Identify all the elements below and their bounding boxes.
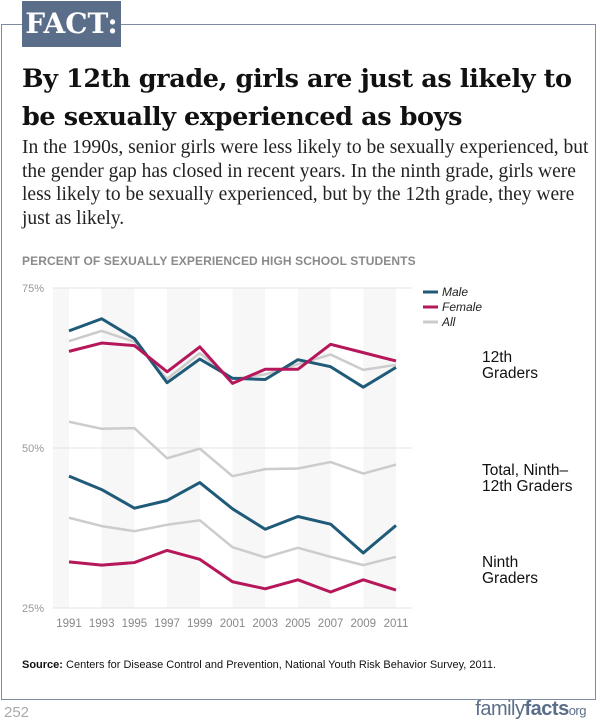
fact-card xyxy=(1,24,596,700)
group-label: Graders xyxy=(482,570,538,587)
headline: By 12th grade, girls are just as likely … xyxy=(22,64,572,132)
group-label: 12th Graders xyxy=(482,478,573,495)
series-line-all xyxy=(68,516,397,567)
x-tick-label: 2005 xyxy=(285,618,311,630)
x-tick-label: 2001 xyxy=(220,618,246,630)
group-label: Total, Ninth– xyxy=(482,462,569,479)
x-tick-label: 2007 xyxy=(318,618,344,630)
legend-label: Male xyxy=(442,285,468,299)
logo-part: org xyxy=(568,703,587,718)
series-line-female xyxy=(68,548,397,594)
legend-label: All xyxy=(441,315,456,329)
x-tick-label: 1993 xyxy=(89,618,115,630)
x-tick-label: 2009 xyxy=(351,618,377,630)
x-tick-label: 2011 xyxy=(384,618,409,630)
series-line-all xyxy=(68,420,397,478)
subtitle: In the 1990s, senior girls were less lik… xyxy=(22,137,589,229)
y-tick-label: 75% xyxy=(22,283,44,295)
familyfacts-logo[interactable]: familyfactsorg xyxy=(475,698,586,721)
logo-part: facts xyxy=(524,698,570,720)
source-label: Source: xyxy=(22,659,63,671)
series-line-male xyxy=(68,474,397,555)
group-label: Graders xyxy=(482,365,538,382)
x-tick-label: 2003 xyxy=(252,618,278,630)
series-line-male xyxy=(68,317,397,389)
logo-part: family xyxy=(475,698,525,720)
group-label: 12th xyxy=(482,349,512,366)
source-text: Centers for Disease Control and Preventi… xyxy=(62,659,497,671)
legend-label: Female xyxy=(442,300,482,314)
fact-badge: FACT: xyxy=(22,1,121,47)
x-tick-label: 1997 xyxy=(154,618,180,630)
x-tick-label: 1999 xyxy=(187,618,213,630)
chart-title: PERCENT OF SEXUALLY EXPERIENCED HIGH SCH… xyxy=(22,254,416,268)
y-tick-label: 50% xyxy=(22,443,44,455)
group-label: Ninth xyxy=(482,554,518,571)
source-note: Source: Centers for Disease Control and … xyxy=(22,659,496,671)
page-number: 252 xyxy=(4,704,30,721)
series-line-female xyxy=(68,341,397,385)
x-tick-label: 1995 xyxy=(122,618,148,630)
x-tick-label: 1991 xyxy=(56,618,82,630)
y-tick-label: 25% xyxy=(22,603,44,615)
line-chart: 25% 50% 75% 1991 1993 1995 1997 1999 2001 2003 200… xyxy=(22,283,573,630)
